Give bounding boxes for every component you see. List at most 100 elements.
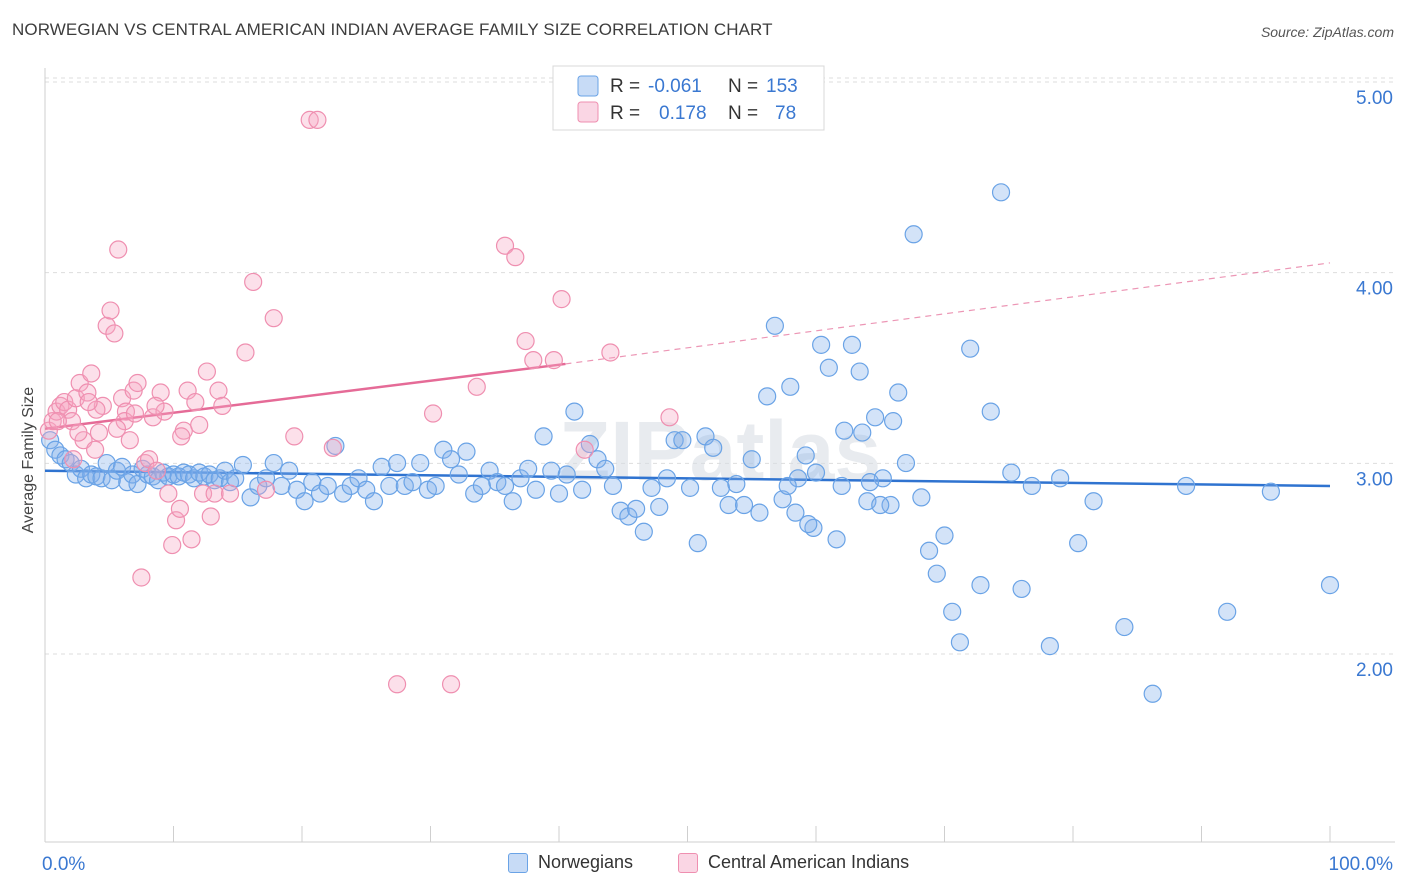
central-american-indians-point — [300, 110, 319, 129]
legend-swatch-central-american-indians — [678, 852, 698, 873]
norwegians-points — [41, 183, 1340, 703]
norwegians-point — [742, 450, 761, 469]
norwegians-point — [866, 408, 885, 427]
central-american-indians-point — [147, 461, 166, 480]
norwegians-point — [1022, 476, 1041, 496]
norwegians-point — [519, 459, 538, 478]
central-american-indians-point — [101, 301, 120, 320]
norwegians-point — [97, 453, 116, 473]
central-american-indians-point — [86, 440, 105, 459]
legend-swatch-central-american-indians — [577, 101, 599, 123]
norwegians-point — [441, 450, 461, 469]
central-american-indians-point — [441, 675, 461, 694]
norwegians-point — [904, 225, 923, 244]
central-american-indians-point — [524, 351, 543, 370]
y-tick-label: 5.00 — [1356, 88, 1393, 109]
norwegians-point — [919, 541, 939, 560]
legend-label-central-american-indians: Central American Indians — [708, 852, 910, 872]
watermark: ZIPatlas — [559, 404, 881, 498]
central-american-indians-point — [48, 412, 67, 431]
norwegians-point — [991, 183, 1011, 202]
norwegians-point — [1176, 476, 1196, 496]
norwegians-point — [642, 478, 661, 497]
norwegians-point — [215, 461, 234, 480]
legend-n-label: N = — [728, 76, 758, 97]
norwegians-point — [896, 453, 916, 473]
norwegians-point — [580, 434, 599, 454]
norwegians-point — [943, 602, 962, 621]
norwegians-point — [123, 465, 142, 484]
norwegians-point — [264, 453, 283, 473]
norwegians-point — [66, 465, 85, 484]
central-american-indians-trend-extension — [565, 262, 1331, 365]
x-tick-label: 100.0% — [1329, 854, 1394, 875]
central-american-indians-point — [264, 309, 283, 328]
central-american-indians-point — [163, 535, 182, 555]
central-american-indians-point — [660, 408, 679, 427]
norwegians-point — [842, 335, 862, 354]
norwegians-point — [272, 476, 291, 496]
central-american-indians-point — [182, 530, 201, 549]
norwegians-point — [981, 402, 1000, 421]
norwegians-point — [526, 480, 545, 499]
norwegians-point — [853, 423, 872, 442]
central-american-indians-point — [467, 377, 486, 396]
norwegians-point — [426, 476, 445, 496]
tick-labels: 2.00 3.00 4.00 5.00 0.0% 100.0% — [42, 88, 1393, 875]
norwegians-point — [734, 495, 754, 515]
norwegians-point — [673, 431, 692, 450]
norwegians-point — [434, 440, 453, 459]
norwegians-point — [799, 514, 818, 534]
norwegians-point — [318, 476, 337, 496]
norwegians-point — [549, 484, 569, 503]
norwegians-point — [557, 465, 576, 484]
norwegians-point — [588, 450, 607, 469]
norwegians-point — [387, 453, 407, 473]
norwegians-point — [573, 480, 592, 499]
central-american-indians-point — [69, 423, 88, 442]
central-american-indians-point — [120, 431, 139, 450]
norwegians-point — [465, 484, 484, 503]
norwegians-point — [200, 465, 219, 484]
norwegians-point — [832, 476, 851, 496]
norwegians-point — [860, 473, 880, 492]
central-american-indians-point — [159, 484, 178, 503]
norwegians-point — [796, 446, 815, 465]
legend-top: R = -0.061 N = 153 R = 0.178 N = 78 — [552, 65, 825, 131]
norwegians-point — [650, 497, 669, 517]
norwegians-point — [819, 358, 838, 377]
central-american-indians-point — [151, 383, 170, 402]
central-american-indians-point — [170, 499, 190, 518]
norwegians-point — [372, 457, 391, 476]
norwegians-point — [542, 461, 561, 480]
norwegians-point — [511, 469, 530, 488]
norwegians-point — [806, 463, 826, 482]
central-american-indians-point — [125, 404, 145, 423]
norwegians-point — [310, 484, 330, 503]
norwegians-point — [102, 471, 121, 490]
y-tick-label: 2.00 — [1356, 660, 1393, 681]
norwegians-point — [950, 633, 970, 652]
norwegians-point — [619, 507, 638, 526]
legend-n-value: 78 — [775, 103, 796, 124]
central-american-indians-point — [387, 675, 407, 694]
norwegians-point — [778, 476, 797, 496]
central-american-indians-point — [132, 568, 151, 587]
central-american-indians-point — [516, 331, 535, 351]
norwegians-point — [472, 476, 491, 496]
norwegians-point — [295, 492, 314, 511]
central-american-indians-point — [62, 412, 82, 431]
central-american-indians-point — [213, 396, 232, 415]
central-american-indians-point — [43, 412, 62, 431]
norwegians-point — [1218, 602, 1237, 621]
norwegians-point — [1069, 534, 1088, 553]
central-american-indians-point — [506, 248, 525, 267]
norwegians-point — [758, 387, 777, 406]
norwegians-point — [788, 469, 808, 488]
norwegians-point — [280, 461, 299, 480]
norwegians-point — [850, 362, 869, 381]
norwegians-point — [534, 427, 553, 446]
norwegians-point — [881, 495, 900, 515]
central-american-indians-point — [107, 419, 127, 438]
